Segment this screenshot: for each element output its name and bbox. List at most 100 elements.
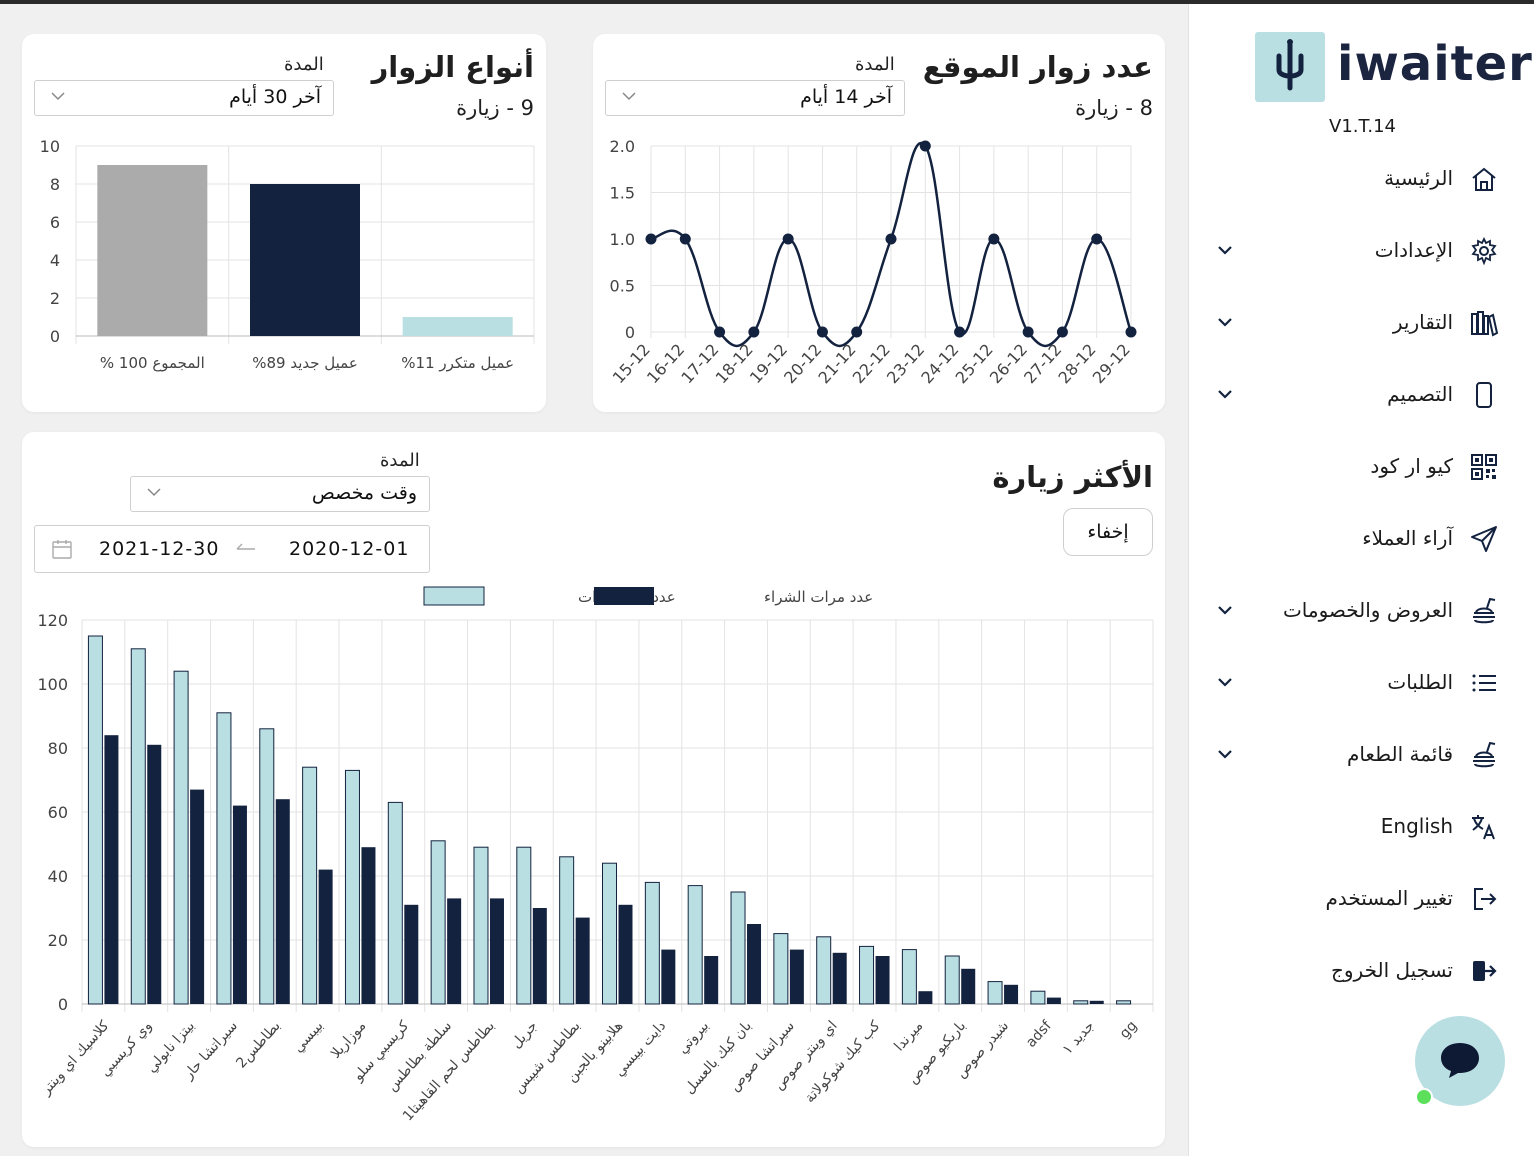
period-label: المدة [855,54,895,75]
bar-purchases [961,968,976,1004]
hide-button[interactable]: إخفاء [1063,508,1153,556]
bar-views [901,949,917,1005]
data-point [679,233,691,245]
visitor-types-card: أنواع الزوار 9 - زيارة المدة آخر 30 أيام… [22,34,546,412]
sidebar-item-10-translate[interactable]: English [1189,802,1534,854]
data-point [988,233,1000,245]
y-tick-label: 4 [50,251,60,270]
bar-views [816,936,832,1005]
select-value: آخر 30 أيام [229,86,321,108]
chevron-down-icon[interactable] [1215,672,1235,692]
visitor-types-title: أنواع الزوار [371,50,534,84]
y-tick-label: 8 [50,175,60,194]
arrow-left-icon [233,540,257,562]
visitor-types-chart: 0 2 4 6 8 10 المجموع 100 % عميل جديد 89% عميل مت… [40,137,535,372]
chevron-down-icon[interactable] [1215,744,1235,764]
food-icon [1469,740,1499,770]
chevron-down-icon[interactable] [1215,384,1235,404]
x-tick-label: 28-12 [1054,340,1099,387]
y-tick-label: 0.5 [610,277,635,296]
data-point [645,233,657,245]
bar-views [1030,990,1046,1005]
y-tick-label: 40 [48,867,68,886]
date-to-field[interactable]: 2021-12-30 [99,538,220,560]
qr-code-icon [1469,452,1499,482]
x-tick-label: جديد ١ [1060,1018,1098,1058]
sidebar-item-9-food[interactable]: قائمة الطعام [1189,730,1534,782]
sidebar-item-5-qr-code[interactable]: كيو ار كود [1189,442,1534,494]
bar-purchases [1089,1000,1104,1004]
y-tick-label: 1.0 [610,230,635,249]
bar-views [302,766,318,1005]
sidebar-item-6-send[interactable]: آراء العملاء [1189,514,1534,566]
bar-views [602,862,617,1005]
x-tick-label: بيروتي [675,1018,712,1057]
most-visited-title: الأكثر زيارة [992,460,1153,494]
bar-purchases [1004,984,1019,1004]
bar-views [859,945,875,1005]
y-tick-label: 0 [50,327,60,346]
x-tick-label: 22-12 [849,340,894,387]
x-tick-label: 16-12 [643,340,688,387]
chevron-down-icon[interactable] [1215,312,1235,332]
phone-icon [1469,380,1499,410]
online-status-dot [1415,1088,1433,1106]
date-from-field[interactable]: 2020-12-01 [289,538,410,560]
chevron-down-icon[interactable] [1215,600,1235,620]
select-value: آخر 14 أيام [800,86,892,108]
chevron-down-icon [145,483,163,501]
bar [97,165,208,336]
visitor-types-period-select[interactable]: آخر 30 أيام [34,80,334,116]
list-icon [1469,668,1499,698]
sidebar-item-11-switch-user[interactable]: تغيير المستخدم [1189,874,1534,926]
sidebar-item-7-food[interactable]: العروض والخصومات [1189,586,1534,638]
bar-views [216,712,232,1005]
x-tick-label: بطاطس2 [233,1018,283,1071]
sidebar-item-label: English [1380,814,1453,838]
sidebar-item-label: التقارير [1392,310,1453,334]
data-point [1022,326,1034,338]
bar-purchases [404,904,419,1004]
sidebar-item-label: التصميم [1387,382,1453,406]
sidebar-item-12-logout[interactable]: تسجيل الخروج [1189,946,1534,998]
x-tick-label: 29-12 [1089,340,1134,387]
sidebar-item-1-home[interactable]: الرئيسية [1189,154,1534,206]
sidebar-item-label: الإعدادات [1374,238,1453,262]
site-visitors-period-select[interactable]: آخر 14 أيام [605,80,905,116]
bar-purchases [361,847,376,1004]
calendar-icon[interactable] [51,538,73,564]
chat-bubble-icon [1441,1043,1479,1078]
bar-purchases [190,789,205,1004]
sidebar-item-3-books[interactable]: التقارير [1189,298,1534,350]
date-range-picker[interactable]: 2021-12-30 2020-12-01 [34,525,430,573]
select-value: وقت مخصص [311,482,417,504]
chevron-down-icon[interactable] [1215,240,1235,260]
sidebar-item-label: الرئيسية [1384,166,1453,190]
bar-purchases [147,744,162,1004]
sidebar-item-4-phone[interactable]: التصميم [1189,370,1534,422]
bar-views [259,728,275,1005]
site-visitors-subtitle: 8 - زيارة [1075,96,1153,120]
sidebar-item-label: قائمة الطعام [1346,742,1453,766]
sidebar-item-2-gear[interactable]: الإعدادات [1189,226,1534,278]
bar [402,317,513,336]
bar-views [430,840,446,1005]
bar-purchases [832,952,847,1004]
sidebar-item-8-list[interactable]: الطلبات [1189,658,1534,710]
data-point [1056,326,1068,338]
sidebar-item-label: تغيير المستخدم [1325,886,1453,910]
sidebar-item-label: آراء العملاء [1362,526,1453,550]
x-tick-label: 24-12 [917,340,962,387]
bar-views [773,933,789,1005]
bar-views [944,955,960,1005]
bar-views [1116,1000,1132,1005]
bar-purchases [747,924,762,1004]
bar-views [687,885,703,1005]
legend-swatch-purchases [594,587,654,605]
send-icon [1469,524,1499,554]
y-tick-label: 1.5 [610,184,635,203]
bar-purchases [532,908,547,1004]
most-visited-period-select[interactable]: وقت مخصص [130,476,430,512]
bar-purchases [104,735,119,1004]
